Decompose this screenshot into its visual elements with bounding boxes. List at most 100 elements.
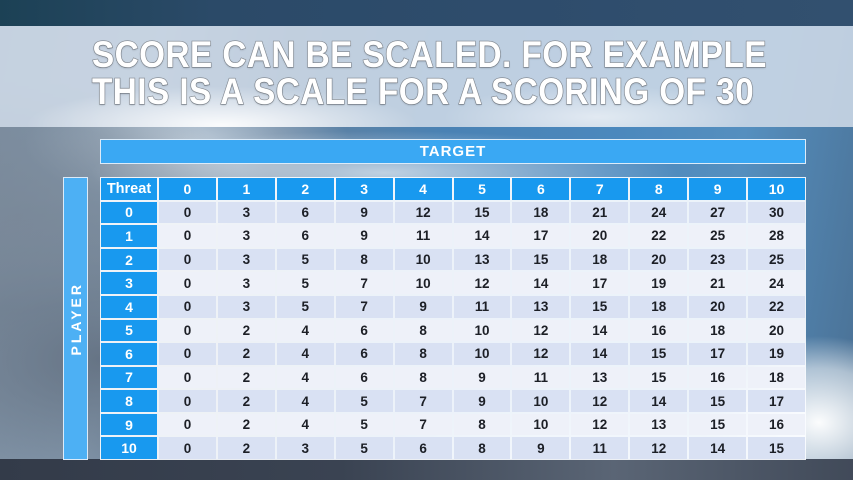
table-cell: 24	[748, 272, 805, 294]
table-cell: 14	[689, 437, 747, 459]
table-cell: 11	[571, 437, 629, 459]
table-cell: 17	[748, 390, 805, 412]
table-cell: 5	[276, 295, 334, 318]
table-cell: 3	[217, 295, 275, 318]
table-cell: 7	[335, 295, 393, 318]
table-cell: 5	[276, 272, 334, 294]
column-header-5: 5	[453, 178, 511, 200]
table-cell: 19	[748, 343, 805, 365]
row-header-10: 10	[101, 437, 157, 459]
table-cell: 25	[748, 248, 805, 271]
table-cell: 12	[512, 343, 570, 365]
table-cell: 9	[453, 366, 511, 389]
table-cell: 12	[394, 201, 452, 224]
table-cell: 15	[748, 437, 805, 459]
table-cell: 6	[335, 319, 393, 342]
row-header-4: 4	[101, 295, 157, 318]
table-cell: 2	[217, 390, 275, 412]
table-cell: 12	[571, 413, 629, 436]
table-cell: 4	[276, 390, 334, 412]
table-cell: 0	[159, 319, 216, 342]
column-header-8: 8	[630, 178, 688, 200]
table-cell: 17	[571, 272, 629, 294]
table-cell: 11	[512, 366, 570, 389]
table-cell: 6	[335, 343, 393, 365]
title-band: SCORE CAN BE SCALED. FOR EXAMPLE THIS IS…	[0, 26, 853, 127]
column-header-1: 1	[217, 178, 275, 200]
table-cell: 27	[689, 201, 747, 224]
row-header-7: 7	[101, 366, 157, 389]
table-cell: 2	[217, 413, 275, 436]
table-cell: 0	[159, 413, 216, 436]
table-cell: 12	[630, 437, 688, 459]
title-line-1: SCORE CAN BE SCALED. FOR EXAMPLE	[91, 34, 767, 75]
table-cell: 4	[276, 343, 334, 365]
table-cell: 6	[276, 201, 334, 224]
player-label: PLAYER	[67, 281, 84, 356]
table-cell: 9	[394, 295, 452, 318]
table-cell: 6	[276, 225, 334, 247]
table-cell: 6	[394, 437, 452, 459]
table-cell: 10	[394, 248, 452, 271]
table-cell: 17	[689, 343, 747, 365]
table-cell: 13	[512, 295, 570, 318]
table-cell: 22	[748, 295, 805, 318]
table-cell: 18	[512, 201, 570, 224]
table-cell: 2	[217, 366, 275, 389]
table-cell: 21	[689, 272, 747, 294]
table-cell: 18	[630, 295, 688, 318]
table-cell: 20	[689, 295, 747, 318]
table-cell: 4	[276, 319, 334, 342]
table-cell: 25	[689, 225, 747, 247]
table-cell: 14	[571, 319, 629, 342]
table-cell: 0	[159, 225, 216, 247]
table-cell: 9	[335, 201, 393, 224]
row-header-0: 0	[101, 201, 157, 224]
row-header-6: 6	[101, 343, 157, 365]
title-line-2: THIS IS A SCALE FOR A SCORING OF 30	[91, 71, 755, 112]
table-cell: 8	[453, 437, 511, 459]
table-cell: 12	[453, 272, 511, 294]
table-cell: 11	[394, 225, 452, 247]
table-cell: 15	[689, 390, 747, 412]
table-cell: 20	[630, 248, 688, 271]
table-cell: 23	[689, 248, 747, 271]
table-cell: 20	[748, 319, 805, 342]
table-cell: 0	[159, 201, 216, 224]
table-cell: 14	[453, 225, 511, 247]
table-cell: 8	[453, 413, 511, 436]
table-cell: 0	[159, 295, 216, 318]
table-cell: 16	[630, 319, 688, 342]
row-header-1: 1	[101, 225, 157, 247]
table-cell: 18	[748, 366, 805, 389]
table-cell: 13	[571, 366, 629, 389]
top-photo-strip	[0, 0, 853, 26]
column-header-4: 4	[394, 178, 452, 200]
table-cell: 30	[748, 201, 805, 224]
player-header-bar: PLAYER	[63, 177, 88, 460]
row-header-8: 8	[101, 390, 157, 412]
table-cell: 3	[217, 248, 275, 271]
row-header-5: 5	[101, 319, 157, 342]
table-cell: 3	[217, 201, 275, 224]
column-header-9: 9	[689, 178, 747, 200]
table-cell: 2	[217, 437, 275, 459]
slide-title: SCORE CAN BE SCALED. FOR EXAMPLE THIS IS…	[91, 34, 767, 112]
table-cell: 15	[689, 413, 747, 436]
table-cell: 16	[689, 366, 747, 389]
column-header-2: 2	[276, 178, 334, 200]
table-cell: 15	[512, 248, 570, 271]
table-cell: 7	[394, 390, 452, 412]
column-header-10: 10	[748, 178, 805, 200]
row-header-2: 2	[101, 248, 157, 271]
table-cell: 8	[394, 343, 452, 365]
scoring-table: Threat 0 1 2 3 4 5 6 7 8 9 10 0 0 3 6 9 12 15 18 21 24 27 30 1 0 3…	[100, 177, 806, 460]
table-cell: 0	[159, 390, 216, 412]
table-cell: 9	[512, 437, 570, 459]
table-cell: 5	[335, 437, 393, 459]
table-cell: 7	[394, 413, 452, 436]
table-cell: 6	[335, 366, 393, 389]
table-cell: 12	[571, 390, 629, 412]
table-cell: 10	[394, 272, 452, 294]
